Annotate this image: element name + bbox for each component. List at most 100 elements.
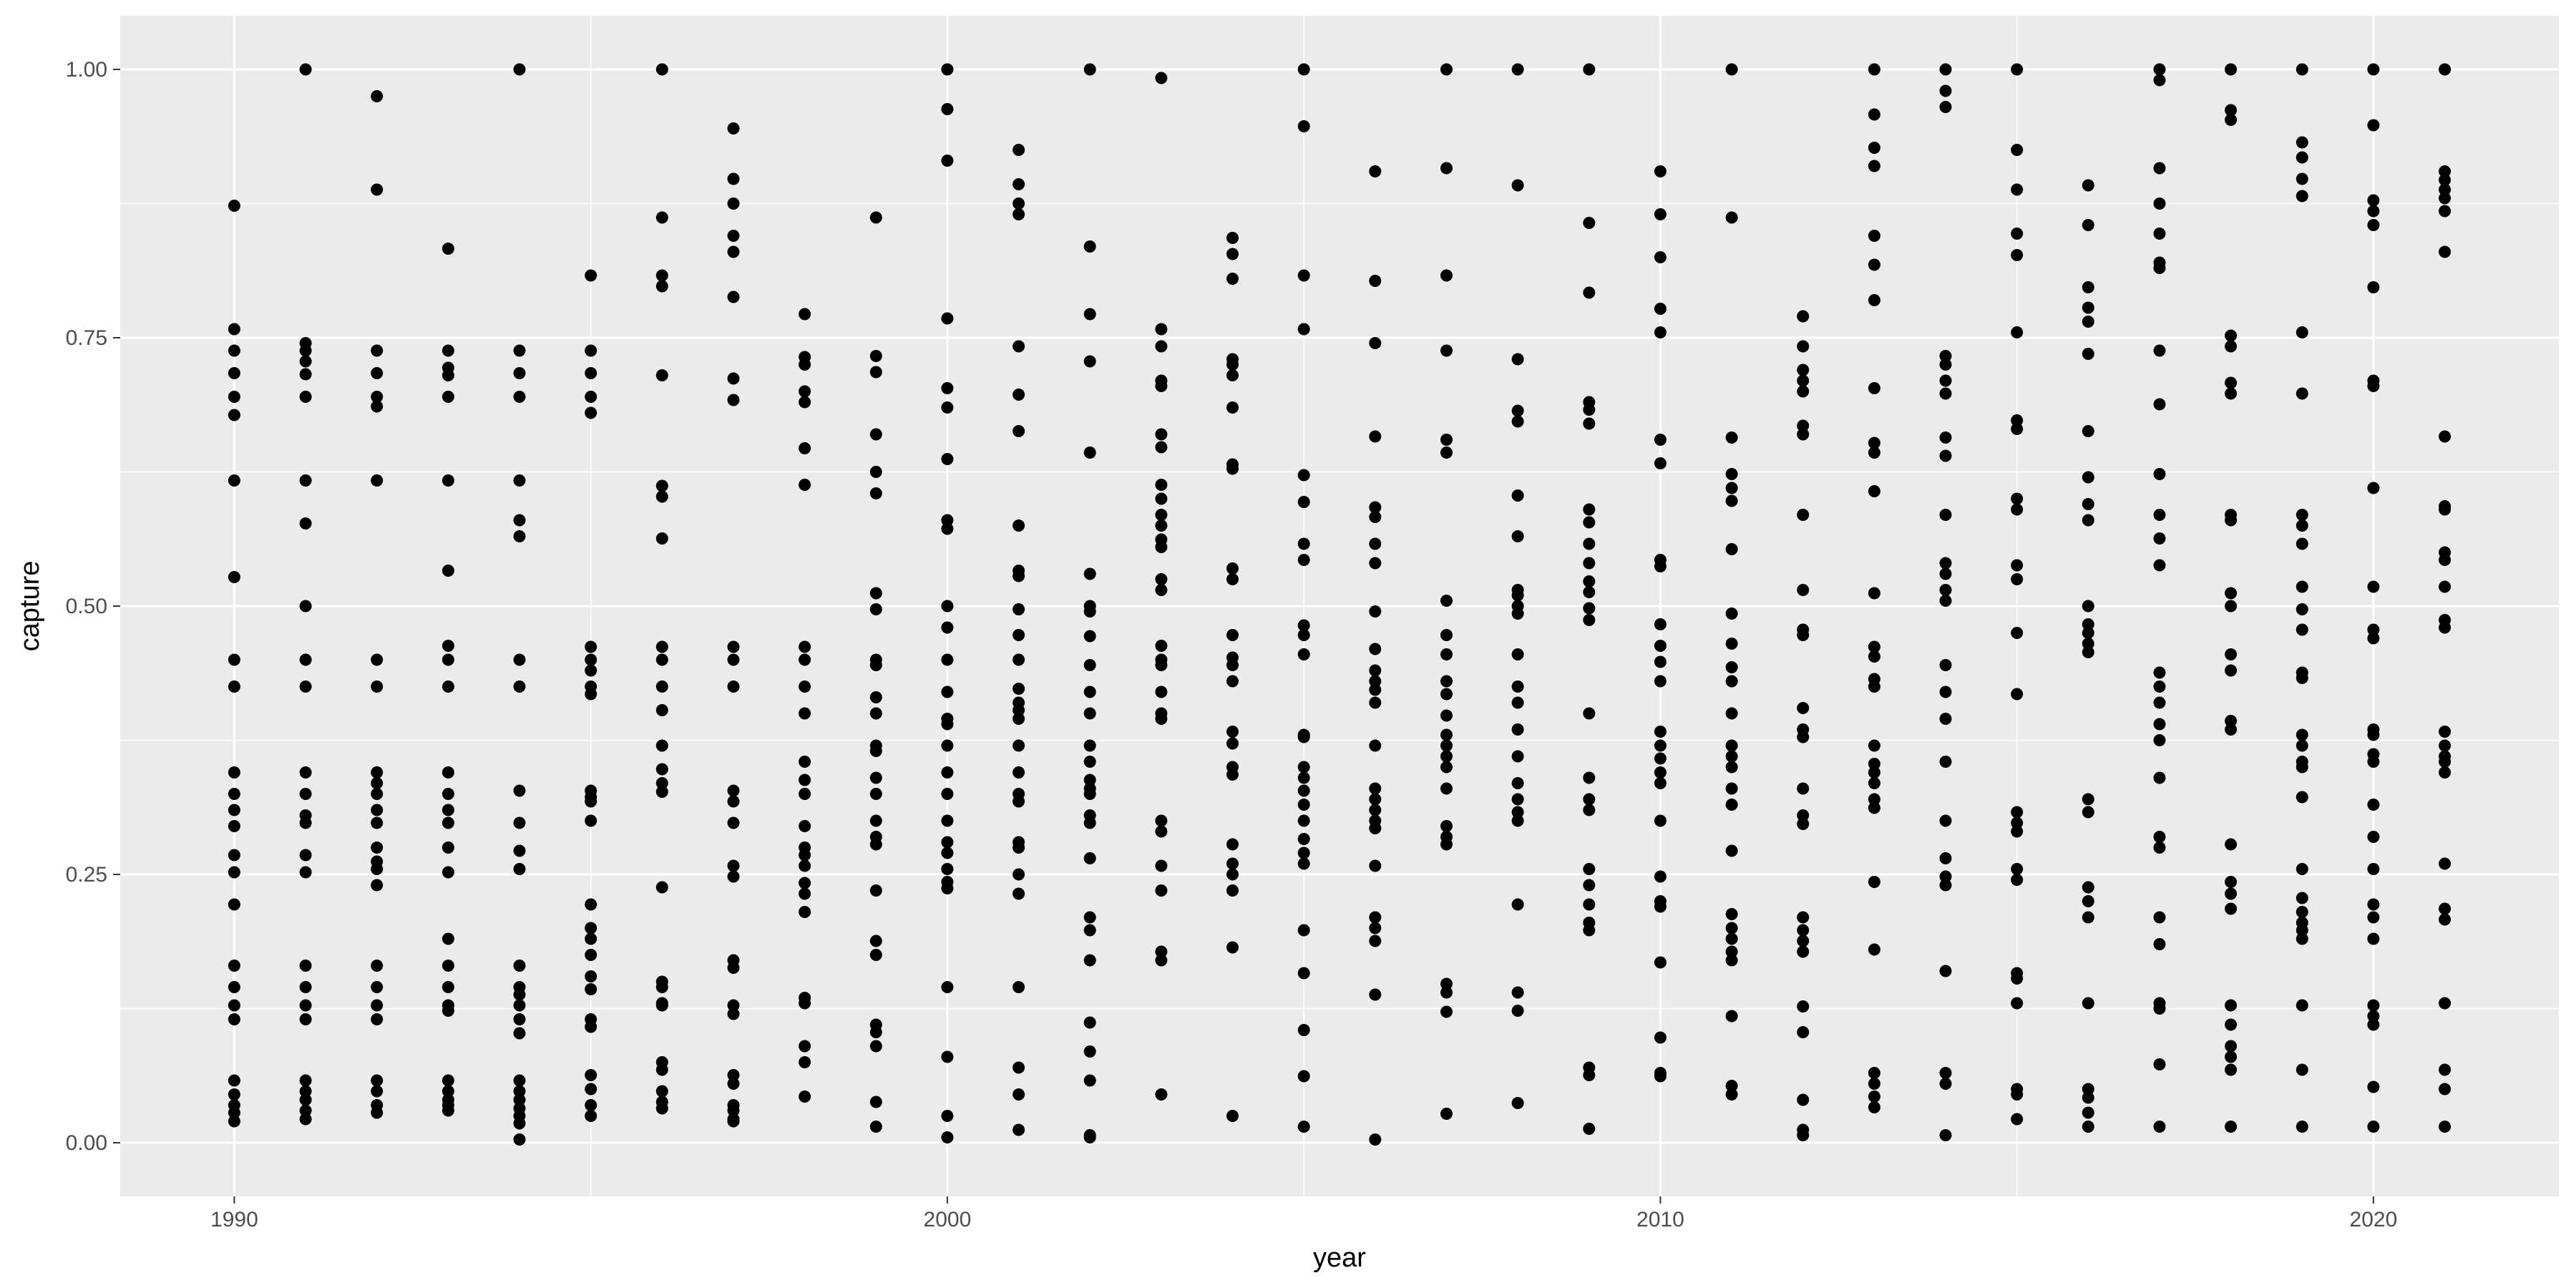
data-point xyxy=(1297,761,1310,774)
data-point xyxy=(1155,573,1168,585)
data-point xyxy=(1939,852,1952,864)
data-point xyxy=(1226,737,1239,750)
x-tick-label: 1990 xyxy=(210,1208,258,1231)
data-point xyxy=(2296,172,2308,185)
data-point xyxy=(585,949,597,961)
data-point xyxy=(2225,999,2238,1012)
data-point xyxy=(441,391,454,403)
data-point xyxy=(299,960,312,972)
data-point xyxy=(1797,340,1810,353)
data-point xyxy=(1013,766,1025,779)
data-point xyxy=(941,453,954,465)
data-point xyxy=(1868,1067,1880,1079)
data-point xyxy=(1868,230,1880,242)
data-point xyxy=(869,691,882,703)
data-point xyxy=(2225,1121,2238,1133)
data-point xyxy=(1083,63,1096,76)
data-point xyxy=(1939,686,1952,698)
data-point xyxy=(585,1099,597,1111)
data-point xyxy=(1583,863,1596,875)
data-point xyxy=(371,816,384,829)
data-point xyxy=(1583,898,1596,911)
data-point xyxy=(1155,323,1168,336)
data-point xyxy=(1226,659,1239,671)
data-point xyxy=(799,358,811,371)
data-point xyxy=(1155,584,1168,596)
data-point xyxy=(1583,575,1596,587)
data-point xyxy=(727,394,740,406)
data-point xyxy=(2367,1080,2380,1093)
data-point xyxy=(2439,183,2451,196)
data-point xyxy=(941,103,954,115)
data-point xyxy=(1725,932,1738,945)
x-axis-ticks: 1990 2000 2010 2020 xyxy=(210,1196,2397,1231)
data-point xyxy=(513,514,526,527)
data-point xyxy=(1155,945,1168,958)
data-point xyxy=(1654,956,1667,969)
data-point xyxy=(2011,863,2024,875)
data-point xyxy=(2225,876,2238,888)
data-point xyxy=(1440,728,1453,741)
data-points xyxy=(228,63,2451,1146)
data-point xyxy=(1868,758,1880,770)
data-point xyxy=(799,906,811,918)
data-point xyxy=(1654,739,1667,752)
data-point xyxy=(2296,863,2308,875)
data-point xyxy=(1725,1010,1738,1023)
data-point xyxy=(1155,825,1168,838)
data-point xyxy=(1511,353,1524,366)
data-point xyxy=(2153,666,2166,679)
data-point xyxy=(1583,286,1596,299)
data-point xyxy=(2225,600,2238,613)
data-point xyxy=(585,391,597,403)
data-point xyxy=(441,243,454,255)
data-point xyxy=(1297,496,1310,508)
data-point xyxy=(941,1050,954,1063)
data-point xyxy=(941,1131,954,1143)
data-point xyxy=(799,308,811,321)
data-point xyxy=(1868,680,1880,693)
data-point xyxy=(2153,344,2166,357)
data-point xyxy=(228,653,240,666)
data-point xyxy=(1297,469,1310,482)
data-point xyxy=(1654,726,1667,738)
data-point xyxy=(2082,997,2094,1010)
data-point xyxy=(1583,516,1596,529)
data-point xyxy=(869,587,882,600)
data-point xyxy=(1083,1016,1096,1029)
data-point xyxy=(1013,739,1025,752)
data-point xyxy=(1083,447,1096,459)
data-point xyxy=(228,981,240,993)
data-point xyxy=(799,887,811,900)
data-point xyxy=(941,155,954,167)
data-point xyxy=(1297,1121,1310,1133)
data-point xyxy=(2367,482,2380,494)
data-point xyxy=(299,1074,312,1087)
data-point xyxy=(371,344,384,357)
data-point xyxy=(869,350,882,362)
data-point xyxy=(228,788,240,800)
data-point xyxy=(1654,208,1667,220)
data-point xyxy=(2011,249,2024,261)
data-point xyxy=(1868,640,1880,653)
data-point xyxy=(513,344,526,357)
data-point xyxy=(1868,1078,1880,1090)
data-point xyxy=(228,680,240,693)
data-point xyxy=(869,1040,882,1053)
data-point xyxy=(1868,650,1880,663)
data-point xyxy=(441,816,454,829)
data-point xyxy=(1868,793,1880,806)
data-point xyxy=(1654,777,1667,789)
data-point xyxy=(2296,190,2308,203)
x-axis-title: year xyxy=(1313,1243,1366,1273)
data-point xyxy=(513,1013,526,1025)
data-point xyxy=(2082,425,2094,437)
data-point xyxy=(2367,623,2380,636)
data-point xyxy=(1369,804,1382,816)
data-point xyxy=(1369,911,1382,924)
data-point xyxy=(371,1085,384,1098)
data-point xyxy=(655,999,668,1012)
y-axis-title: capture xyxy=(15,561,45,652)
data-point xyxy=(1868,436,1880,449)
